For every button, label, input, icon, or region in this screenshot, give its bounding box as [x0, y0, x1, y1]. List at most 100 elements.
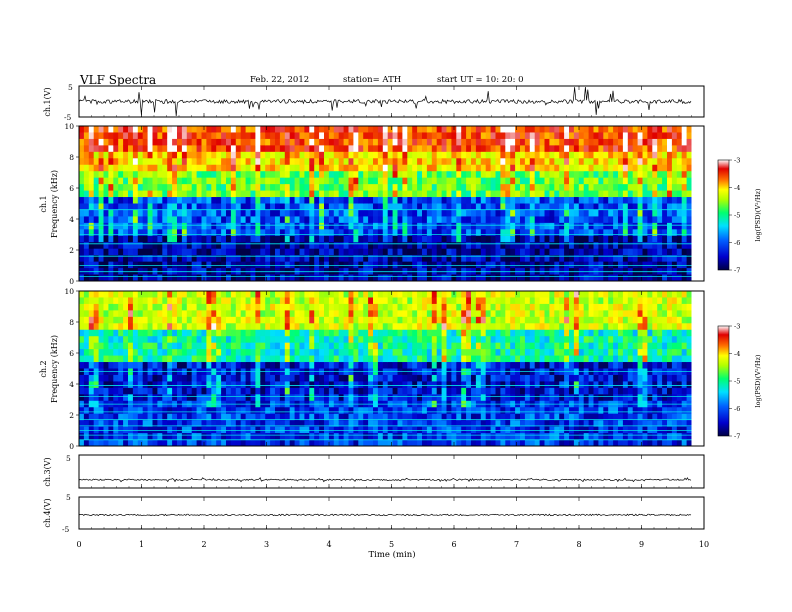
spectrogram-cell: [603, 242, 609, 250]
spectrogram-cell: [123, 413, 129, 421]
spectrogram-cell: [270, 274, 276, 282]
spectrogram-cell: [181, 439, 188, 447]
spectrogram-cell: [328, 261, 335, 269]
spectrogram-cell: [569, 132, 575, 140]
spectrogram-cell: [328, 310, 335, 318]
spectrogram-cell: [377, 355, 384, 363]
spectrogram-cell: [377, 248, 384, 256]
spectrogram-cell: [162, 323, 168, 331]
spectrogram-cell: [598, 164, 604, 172]
spectrogram-cell: [358, 297, 364, 305]
spectrogram-cell: [294, 433, 300, 440]
spectrogram-cell: [201, 355, 207, 363]
spectrogram-cell: [387, 229, 393, 237]
spectrogram-cell: [613, 229, 619, 237]
spectrogram-cell: [475, 216, 482, 224]
spectrogram-cell: [177, 209, 183, 217]
spectrogram-cell: [162, 387, 168, 395]
spectrogram-cell: [598, 190, 604, 198]
spectrogram-cell: [392, 349, 398, 356]
spectrogram-cell: [569, 184, 575, 191]
spectrogram-cell: [397, 190, 403, 198]
spectrogram-cell: [593, 229, 599, 237]
spectrogram-cell: [397, 255, 403, 263]
spectrogram-cell: [539, 190, 545, 198]
spectrogram-cell: [368, 310, 374, 318]
spectrogram-cell: [495, 255, 501, 263]
spectrogram-cell: [524, 197, 531, 204]
spectrogram-cell: [422, 235, 428, 243]
spectrogram-cell: [637, 190, 643, 198]
spectrogram-cell: [485, 216, 491, 224]
spectrogram-cell: [206, 310, 212, 318]
spectrogram-cell: [142, 420, 148, 428]
spectrogram-cell: [245, 381, 251, 389]
spectrogram-cell: [627, 171, 634, 179]
spectrogram-cell: [211, 274, 217, 282]
spectrogram-cell: [147, 145, 153, 153]
spectrogram-cell: [520, 158, 526, 166]
spectrogram-cell: [270, 310, 276, 318]
spectrogram-cell: [230, 177, 237, 185]
spectrogram-cell: [426, 158, 433, 166]
spectrogram-cell: [471, 297, 477, 305]
spectrogram-cell: [270, 323, 276, 331]
spectrogram-cell: [368, 151, 374, 159]
spectrogram-cell: [211, 329, 217, 337]
spectrogram-cell: [206, 303, 212, 311]
spectrogram-cell: [137, 177, 144, 185]
spectrogram-cell: [245, 261, 251, 269]
spectrogram-cell: [118, 255, 124, 263]
spectrogram-cell: [275, 387, 281, 395]
spectrogram-cell: [172, 336, 178, 344]
spectrogram-cell: [240, 413, 246, 421]
spectrogram-cell: [240, 439, 246, 447]
spectrogram-cell: [436, 374, 442, 382]
spectrogram-cell: [353, 145, 359, 153]
spectrogram-cell: [147, 329, 153, 337]
spectrogram-cell: [79, 426, 85, 434]
ch1-spectrogram-channel-label: ch.1: [39, 195, 48, 212]
spectrogram-cell: [333, 164, 340, 172]
spectrogram-cell: [98, 362, 104, 369]
spectrogram-cell: [216, 342, 222, 350]
spectrogram-cell: [196, 336, 202, 344]
spectrogram-cell: [83, 132, 90, 140]
spectrogram-cell: [265, 303, 271, 311]
spectrogram-cell: [338, 164, 344, 172]
spectrogram-cell: [505, 126, 511, 133]
spectrogram-cell: [471, 329, 477, 337]
spectrogram-cell: [412, 336, 418, 344]
spectrogram-cell: [118, 297, 124, 305]
spectrogram-cell: [671, 222, 678, 230]
spectrogram-cell: [98, 381, 104, 389]
spectrogram-cell: [152, 303, 158, 311]
spectrogram-cell: [245, 248, 251, 256]
spectrogram-cell: [289, 216, 295, 224]
spectrogram-cell: [186, 342, 193, 350]
spectrogram-cell: [377, 203, 384, 211]
spectrogram-cell: [113, 197, 119, 204]
spectrogram-cell: [211, 242, 217, 250]
spectrogram-cell: [368, 229, 374, 237]
spectrogram-cell: [319, 329, 325, 337]
spectrogram-cell: [201, 374, 207, 382]
spectrogram-cell: [98, 171, 104, 179]
spectrogram-cell: [343, 407, 349, 415]
spectrogram-cell: [226, 132, 232, 140]
spectrogram-cell: [128, 407, 134, 415]
spectrogram-cell: [118, 291, 124, 298]
spectrogram-cell: [520, 138, 526, 146]
spectrogram-cell: [221, 439, 227, 447]
spectrogram-cell: [240, 132, 246, 140]
spectrogram-cell: [137, 164, 144, 172]
spectrogram-cell: [83, 255, 90, 263]
spectrogram-cell: [510, 229, 516, 237]
spectrogram-cell: [466, 132, 472, 140]
spectrogram-cell: [206, 151, 212, 159]
spectrogram-cell: [402, 336, 408, 344]
spectrogram-cell: [426, 316, 433, 324]
spectrogram-cell: [441, 329, 447, 337]
spectrogram-cell: [578, 261, 585, 269]
spectrogram-cell: [328, 342, 335, 350]
